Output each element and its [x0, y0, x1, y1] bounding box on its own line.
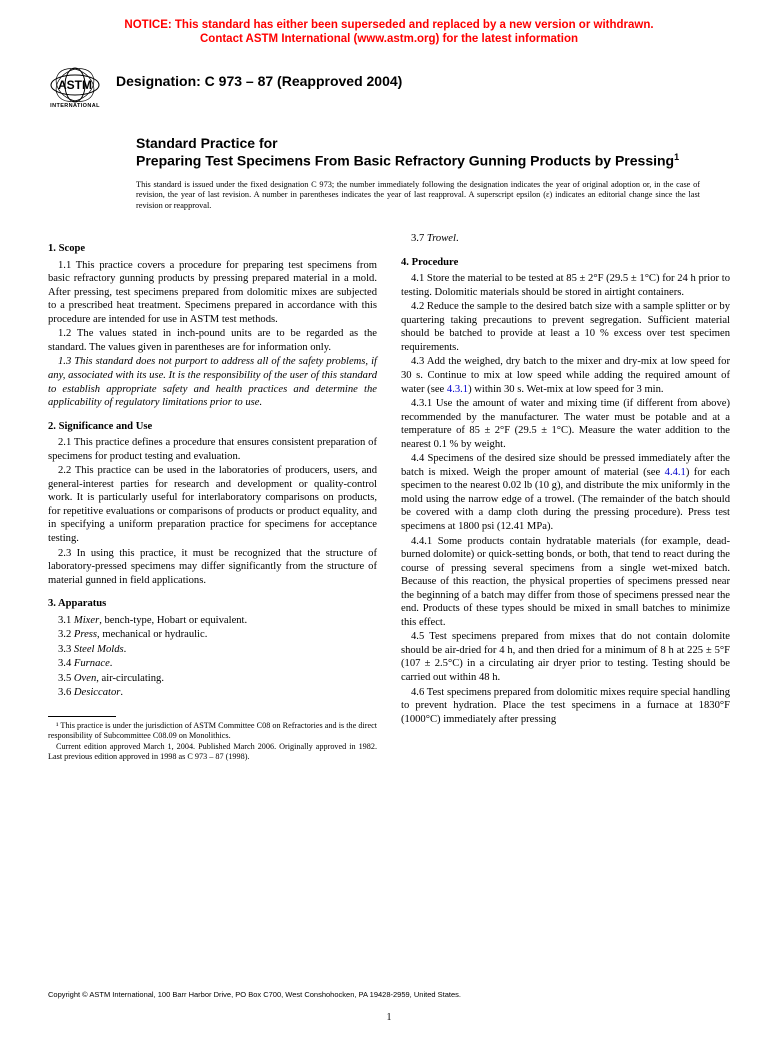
footnote-2: Current edition approved March 1, 2004. … [48, 742, 377, 763]
notice-line1: NOTICE: This standard has either been su… [124, 19, 653, 31]
title-block: Standard Practice for Preparing Test Spe… [136, 135, 730, 170]
p-1-2: 1.2 The values stated in inch-pound unit… [48, 327, 377, 354]
link-4-3-1[interactable]: 4.3.1 [447, 384, 468, 395]
right-column: 3.7 Trowel. 4. Procedure 4.1 Store the m… [401, 232, 730, 762]
left-column: 1. Scope 1.1 This practice covers a proc… [48, 232, 377, 762]
notice-banner: NOTICE: This standard has either been su… [48, 18, 730, 47]
title-prefix: Standard Practice for [136, 135, 730, 152]
p-4-3-1: 4.3.1 Use the amount of water and mixing… [401, 397, 730, 451]
p-4-3: 4.3 Add the weighed, dry batch to the mi… [401, 355, 730, 396]
footnote-1: ¹ This practice is under the jurisdictio… [48, 721, 377, 742]
title-superscript: 1 [674, 152, 679, 162]
page-number: 1 [0, 1012, 778, 1023]
p-1-3: 1.3 This standard does not purport to ad… [48, 355, 377, 409]
p-4-5: 4.5 Test specimens prepared from mixes t… [401, 630, 730, 684]
p-2-2: 2.2 This practice can be used in the lab… [48, 464, 377, 545]
sig-head: 2. Significance and Use [48, 420, 377, 434]
apparatus-head: 3. Apparatus [48, 597, 377, 611]
app-3-3: 3.3 Steel Molds. [48, 643, 377, 657]
copyright: Copyright © ASTM International, 100 Barr… [48, 990, 730, 999]
app-3-2: 3.2 Press, mechanical or hydraulic. [48, 628, 377, 642]
app-3-1: 3.1 Mixer, bench-type, Hobart or equival… [48, 614, 377, 628]
app-3-7: 3.7 Trowel. [401, 232, 730, 246]
p-2-1: 2.1 This practice defines a procedure th… [48, 436, 377, 463]
link-4-4-1[interactable]: 4.4.1 [665, 467, 686, 478]
p-4-4: 4.4 Specimens of the desired size should… [401, 452, 730, 533]
scope-head: 1. Scope [48, 242, 377, 256]
p-4-2: 4.2 Reduce the sample to the desired bat… [401, 300, 730, 354]
astm-logo: ASTM INTERNATIONAL [48, 65, 102, 109]
p-4-6: 4.6 Test specimens prepared from dolomit… [401, 686, 730, 727]
p-4-4-1: 4.4.1 Some products contain hydratable m… [401, 535, 730, 630]
app-3-4: 3.4 Furnace. [48, 657, 377, 671]
p-1-1: 1.1 This practice covers a procedure for… [48, 259, 377, 327]
logo-subtext: INTERNATIONAL [48, 103, 102, 109]
app-3-6: 3.6 Desiccator. [48, 686, 377, 700]
p-2-3: 2.3 In using this practice, it must be r… [48, 547, 377, 588]
p-4-1: 4.1 Store the material to be tested at 8… [401, 272, 730, 299]
footnote-rule [48, 716, 116, 717]
svg-text:ASTM: ASTM [58, 78, 92, 92]
app-3-5: 3.5 Oven, air-circulating. [48, 672, 377, 686]
header: ASTM INTERNATIONAL Designation: C 973 – … [48, 65, 730, 109]
designation: Designation: C 973 – 87 (Reapproved 2004… [116, 65, 402, 89]
notice-line2: Contact ASTM International (www.astm.org… [200, 33, 578, 45]
procedure-head: 4. Procedure [401, 256, 730, 270]
body-columns: 1. Scope 1.1 This practice covers a proc… [48, 232, 730, 762]
issuance-note: This standard is issued under the fixed … [136, 180, 700, 212]
title-main: Preparing Test Specimens From Basic Refr… [136, 152, 730, 170]
